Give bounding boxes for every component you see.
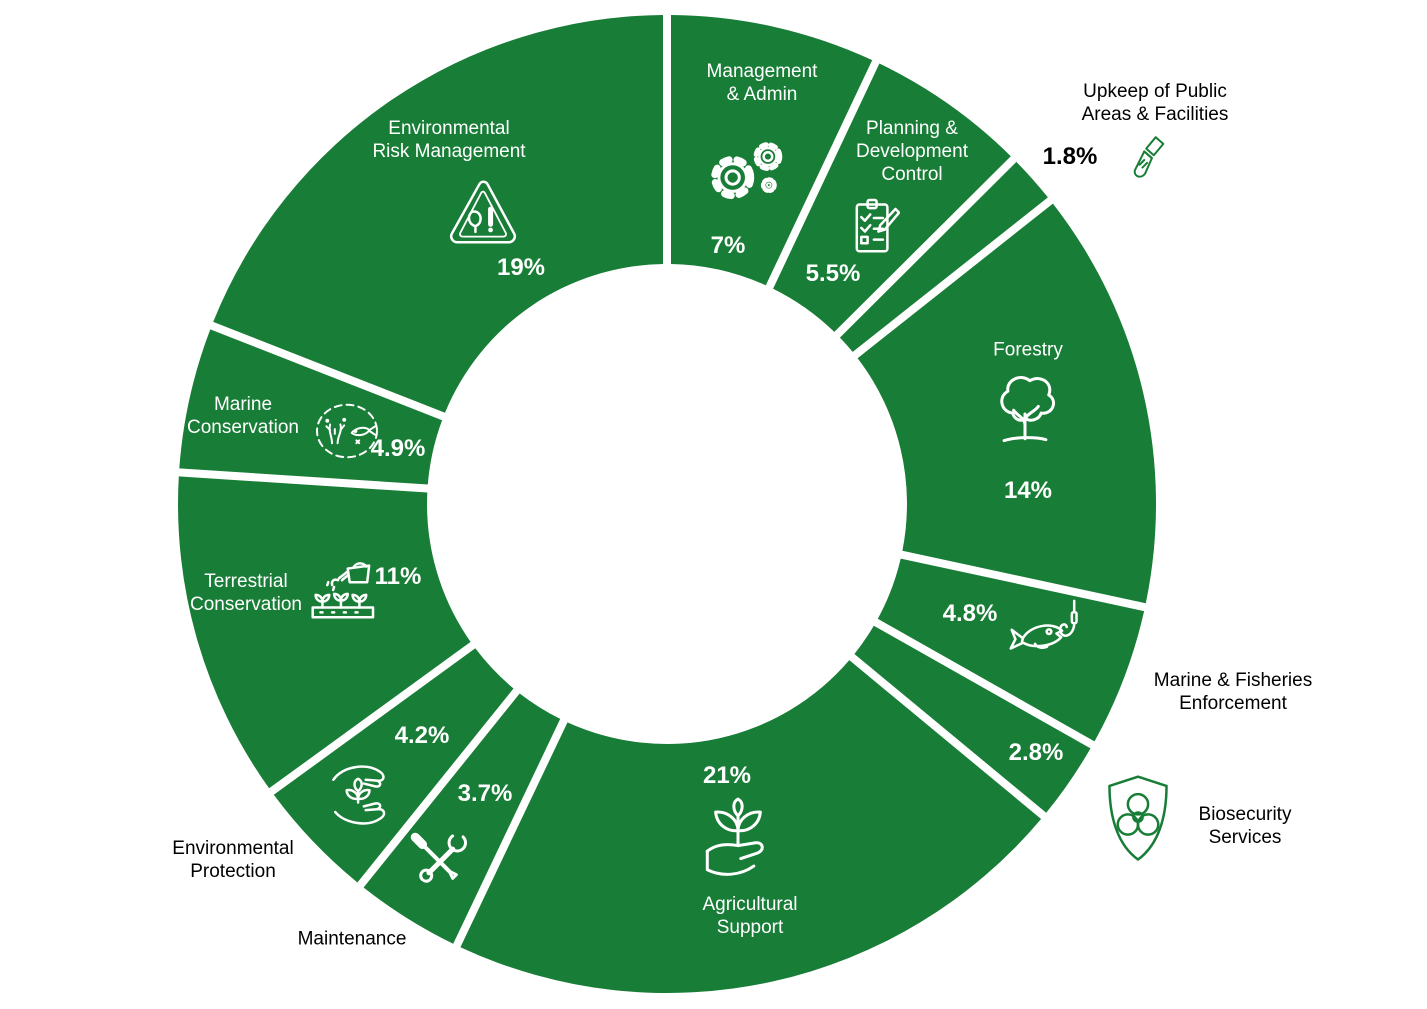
- checklist-pencil-icon: [846, 197, 900, 257]
- hand-seedling-icon: [698, 797, 778, 883]
- biohazard-shield-icon: [1101, 773, 1175, 865]
- segment-pct-agricultural-support: 21%: [702, 762, 752, 789]
- hands-plant-icon: [321, 755, 399, 833]
- segment-wedge-8: [273, 648, 514, 883]
- segment-label-management-admin: Management & Admin: [706, 61, 818, 105]
- segment-label-agricultural-support: Agricultural Support: [702, 894, 798, 938]
- segment-label-terrestrial-conservation: Terrestrial Conservation: [190, 571, 302, 615]
- crossed-tools-icon: [407, 829, 471, 893]
- fish-hook-icon: [1007, 599, 1091, 669]
- coral-reef-icon: [312, 401, 382, 461]
- segment-label-biosecurity-services: Biosecurity Services: [1198, 804, 1292, 848]
- warning-leaf-triangle-icon: [445, 177, 521, 247]
- segment-wedge-11: [213, 15, 663, 413]
- segment-label-forestry: Forestry: [993, 339, 1063, 361]
- segment-pct-environmental-risk-management: 19%: [496, 254, 546, 281]
- segment-pct-environmental-protection: 4.2%: [394, 722, 450, 749]
- segment-label-marine-fisheries-enforcement: Marine & Fisheries Enforcement: [1153, 670, 1313, 714]
- segment-pct-maintenance: 3.7%: [457, 780, 513, 807]
- segment-wedge-5: [854, 625, 1091, 813]
- segment-pct-management-admin: 7%: [710, 232, 746, 259]
- segment-pct-terrestrial-conservation: 11%: [374, 563, 422, 590]
- segment-pct-biosecurity-services: 2.8%: [1008, 739, 1064, 766]
- segment-pct-forestry: 14%: [1003, 477, 1053, 504]
- paintbrush-icon: [1131, 135, 1169, 185]
- segment-wedge-7: [363, 693, 561, 944]
- segment-label-planning-development: Planning & Development Control: [856, 117, 968, 185]
- segment-wedge-4: [877, 558, 1145, 742]
- segment-label-upkeep-public-areas: Upkeep of Public Areas & Facilities: [1081, 81, 1229, 125]
- watering-garden-icon: [299, 553, 377, 625]
- segment-wedge-9: [178, 476, 471, 789]
- segment-label-environmental-protection: Environmental Protection: [172, 838, 294, 882]
- tree-icon: [987, 372, 1063, 456]
- segment-label-marine-conservation: Marine Conservation: [187, 394, 299, 438]
- segment-wedge-1: [773, 63, 1011, 332]
- segment-wedge-10: [179, 329, 443, 485]
- segment-label-maintenance: Maintenance: [297, 928, 407, 950]
- segment-pct-marine-fisheries-enforcement: 4.8%: [942, 600, 998, 627]
- segment-wedge-3: [857, 203, 1157, 604]
- segment-label-environmental-risk-management: Environmental Risk Management: [372, 118, 526, 162]
- segment-pct-marine-conservation: 4.9%: [370, 435, 426, 462]
- segment-pct-upkeep-public-areas: 1.8%: [1042, 143, 1098, 170]
- segment-wedge-2: [839, 161, 1048, 352]
- segment-pct-planning-development: 5.5%: [805, 260, 861, 287]
- gears-icon: [698, 128, 794, 208]
